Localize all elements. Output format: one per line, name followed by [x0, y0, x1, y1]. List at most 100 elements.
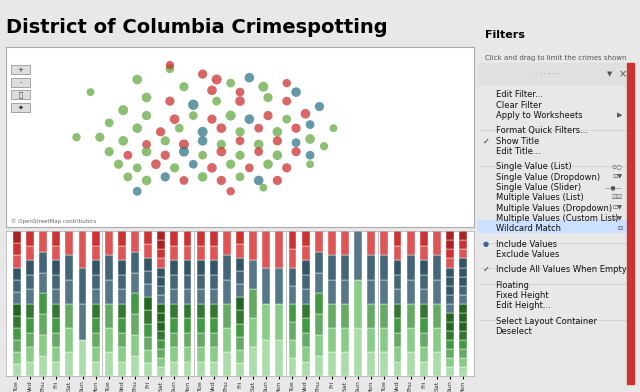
Bar — [301, 246, 310, 260]
Bar — [65, 304, 74, 328]
Point — [179, 149, 189, 155]
Text: Multiple Values (Dropdown): Multiple Values (Dropdown) — [495, 203, 612, 212]
Bar — [446, 322, 454, 331]
Bar — [13, 364, 21, 376]
Bar — [459, 331, 467, 340]
Text: Fixed Height: Fixed Height — [495, 291, 548, 300]
Text: —●—: —●— — [605, 185, 623, 190]
Point — [207, 116, 217, 122]
Bar — [26, 304, 34, 318]
Bar — [79, 268, 86, 304]
Bar — [394, 231, 401, 246]
Bar — [170, 231, 179, 246]
Text: Edit Height...: Edit Height... — [495, 301, 550, 310]
Text: Exclude Values: Exclude Values — [495, 250, 559, 259]
Text: Include All Values When Empty: Include All Values When Empty — [495, 265, 627, 274]
Point — [259, 185, 269, 191]
Bar — [144, 363, 152, 376]
Bar — [196, 260, 205, 275]
Bar — [394, 318, 401, 333]
Point — [305, 161, 316, 167]
Point — [216, 177, 227, 183]
Point — [253, 141, 264, 147]
Bar — [13, 279, 21, 292]
Bar — [144, 337, 152, 350]
Bar — [92, 304, 100, 318]
Bar — [354, 279, 362, 328]
Bar — [328, 231, 336, 256]
Bar — [394, 347, 401, 362]
Bar — [406, 304, 415, 328]
Point — [282, 80, 292, 86]
Bar — [26, 333, 34, 347]
Point — [170, 116, 180, 122]
Bar — [144, 310, 152, 323]
Bar — [446, 249, 454, 258]
Bar — [144, 271, 152, 284]
Bar — [236, 310, 244, 323]
Point — [216, 125, 227, 131]
Bar — [420, 304, 428, 318]
Bar — [223, 328, 231, 352]
Bar — [236, 271, 244, 284]
Bar — [170, 333, 179, 347]
Point — [160, 174, 170, 180]
Text: Click and drag to limit the crimes shown: Click and drag to limit the crimes shown — [484, 55, 626, 61]
Bar — [406, 279, 415, 304]
Bar — [131, 273, 139, 294]
Bar — [433, 328, 441, 352]
Bar — [26, 260, 34, 275]
Bar — [446, 286, 454, 295]
Point — [156, 129, 166, 135]
Point — [179, 83, 189, 90]
Point — [132, 76, 142, 83]
Bar — [236, 231, 244, 245]
Bar — [92, 362, 100, 376]
Bar — [367, 279, 375, 304]
Point — [123, 152, 133, 158]
Bar — [420, 231, 428, 246]
Bar — [184, 333, 191, 347]
Text: Edit Title...: Edit Title... — [495, 147, 540, 156]
Bar — [289, 268, 296, 286]
Point — [225, 188, 236, 194]
Bar — [380, 328, 388, 352]
Bar — [262, 304, 270, 340]
Point — [272, 152, 282, 158]
Bar — [627, 63, 634, 384]
Bar — [118, 275, 126, 289]
Bar — [13, 340, 21, 352]
Text: ⊟: ⊟ — [618, 226, 623, 231]
Point — [198, 152, 208, 158]
Bar — [367, 231, 375, 256]
Bar — [301, 333, 310, 347]
Point — [188, 102, 198, 108]
Text: Select Layout Container: Select Layout Container — [495, 317, 596, 326]
Point — [305, 152, 316, 158]
Bar — [196, 275, 205, 289]
Bar — [92, 231, 100, 246]
Bar — [459, 304, 467, 313]
Bar — [39, 314, 47, 335]
Bar — [184, 318, 191, 333]
Bar — [79, 231, 86, 267]
Bar — [210, 289, 218, 304]
Bar — [301, 362, 310, 376]
Point — [165, 65, 175, 72]
Bar — [39, 273, 47, 294]
Bar — [170, 304, 179, 318]
Bar — [210, 231, 218, 246]
Bar — [184, 304, 191, 318]
Bar — [446, 258, 454, 267]
Point — [188, 113, 198, 119]
Bar — [315, 294, 323, 314]
Point — [282, 98, 292, 104]
Bar — [301, 231, 310, 246]
Bar — [13, 243, 21, 256]
Text: ×: × — [619, 69, 627, 79]
Point — [291, 125, 301, 131]
Bar — [236, 245, 244, 258]
Bar — [394, 246, 401, 260]
Text: ✓: ✓ — [483, 265, 490, 274]
Bar — [196, 347, 205, 362]
